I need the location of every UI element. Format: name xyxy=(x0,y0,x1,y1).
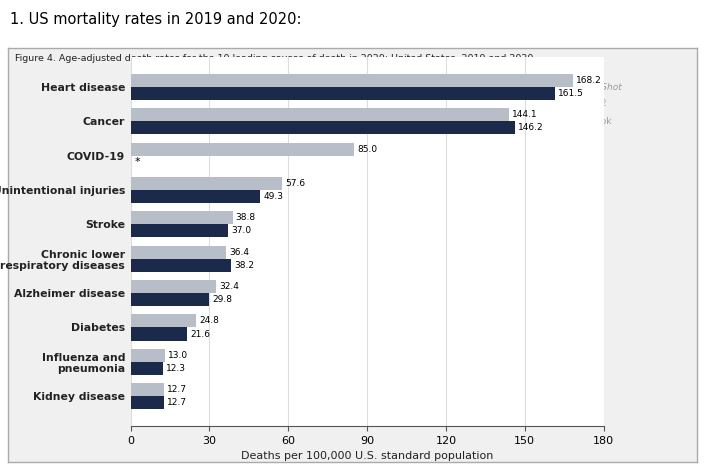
Bar xyxy=(131,211,232,224)
Bar xyxy=(131,121,515,134)
Text: 32.4: 32.4 xyxy=(219,282,239,291)
Text: 24.8: 24.8 xyxy=(199,317,219,326)
Bar xyxy=(131,143,354,156)
Bar xyxy=(131,383,164,396)
Text: Figure 4. Age-adjusted death rates for the 10 leading causes of death in 2020: U: Figure 4. Age-adjusted death rates for t… xyxy=(16,54,534,63)
Text: @SoberLook: @SoberLook xyxy=(556,116,612,125)
Bar xyxy=(131,349,164,362)
Bar xyxy=(131,315,196,327)
Text: 49.3: 49.3 xyxy=(263,192,283,201)
Text: 21.6: 21.6 xyxy=(191,329,210,338)
Text: 1. US mortality rates in 2019 and 2020:: 1. US mortality rates in 2019 and 2020: xyxy=(10,12,301,27)
Bar xyxy=(131,327,187,340)
Text: 38.2: 38.2 xyxy=(234,261,254,270)
Text: 144.1: 144.1 xyxy=(513,110,538,119)
Bar xyxy=(131,246,226,259)
Text: 85.0: 85.0 xyxy=(357,145,377,154)
Text: 38.8: 38.8 xyxy=(236,213,256,222)
Text: 12.7: 12.7 xyxy=(167,398,187,407)
Text: 12.3: 12.3 xyxy=(166,364,186,373)
Text: The Daily Shot: The Daily Shot xyxy=(556,83,621,92)
Bar xyxy=(131,259,231,272)
Bar xyxy=(131,190,261,203)
X-axis label: Deaths per 100,000 U.S. standard population: Deaths per 100,000 U.S. standard populat… xyxy=(241,451,493,461)
Bar xyxy=(131,293,209,306)
Bar xyxy=(131,74,573,87)
Bar xyxy=(131,177,282,190)
Text: 37.0: 37.0 xyxy=(231,227,251,236)
Text: 36.4: 36.4 xyxy=(229,248,249,257)
Text: 168.2: 168.2 xyxy=(576,76,602,85)
Text: 12.7: 12.7 xyxy=(167,385,187,394)
Text: Posted on: Posted on xyxy=(556,66,597,75)
Bar xyxy=(131,362,163,375)
Bar xyxy=(131,396,164,409)
Text: 161.5: 161.5 xyxy=(558,89,584,98)
Text: *: * xyxy=(135,157,140,167)
Bar xyxy=(131,280,216,293)
Text: 57.6: 57.6 xyxy=(285,179,305,188)
Text: 146.2: 146.2 xyxy=(518,123,544,132)
Bar xyxy=(131,108,509,121)
Bar xyxy=(131,87,555,100)
Text: 13.0: 13.0 xyxy=(168,351,188,360)
Bar xyxy=(131,224,228,238)
Text: 29.8: 29.8 xyxy=(212,295,232,304)
Text: 25-Apr-2022: 25-Apr-2022 xyxy=(556,99,607,109)
